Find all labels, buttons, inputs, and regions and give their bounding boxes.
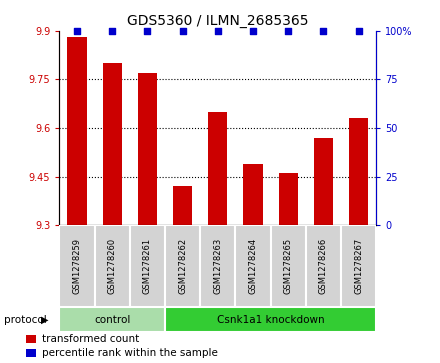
Point	[109, 28, 116, 34]
Bar	[26, 349, 36, 357]
Bar	[271, 225, 306, 307]
Bar	[200, 225, 235, 307]
Bar	[130, 225, 165, 307]
Text: GSM1278264: GSM1278264	[249, 238, 257, 294]
Bar	[235, 225, 271, 307]
Text: ▶: ▶	[40, 315, 48, 325]
Text: GSM1278259: GSM1278259	[73, 238, 81, 294]
Text: Csnk1a1 knockdown: Csnk1a1 knockdown	[217, 315, 324, 325]
Bar	[59, 225, 95, 307]
Point	[355, 28, 362, 34]
Text: protocol: protocol	[4, 315, 47, 325]
Bar	[138, 73, 157, 225]
Bar	[208, 112, 227, 225]
Text: percentile rank within the sample: percentile rank within the sample	[42, 348, 218, 358]
Text: GSM1278262: GSM1278262	[178, 238, 187, 294]
Text: GSM1278266: GSM1278266	[319, 238, 328, 294]
Text: GSM1278263: GSM1278263	[213, 238, 222, 294]
Bar	[26, 335, 36, 343]
Bar	[306, 225, 341, 307]
Text: GSM1278267: GSM1278267	[354, 238, 363, 294]
Bar	[314, 138, 333, 225]
Text: GSM1278261: GSM1278261	[143, 238, 152, 294]
Bar	[95, 225, 130, 307]
Bar	[279, 173, 298, 225]
Bar	[103, 63, 122, 225]
Point	[249, 28, 257, 34]
Point	[73, 28, 81, 34]
Point	[179, 28, 186, 34]
Bar	[341, 225, 376, 307]
Text: GSM1278260: GSM1278260	[108, 238, 117, 294]
Text: GSM1278265: GSM1278265	[284, 238, 293, 294]
Bar	[243, 164, 263, 225]
Bar	[67, 37, 87, 225]
Bar	[349, 118, 368, 225]
Bar	[59, 307, 165, 332]
Point	[320, 28, 327, 34]
Title: GDS5360 / ILMN_2685365: GDS5360 / ILMN_2685365	[127, 15, 308, 28]
Text: transformed count: transformed count	[42, 334, 139, 344]
Text: control: control	[94, 315, 130, 325]
Bar	[165, 307, 376, 332]
Point	[285, 28, 292, 34]
Bar	[165, 225, 200, 307]
Point	[214, 28, 221, 34]
Bar	[173, 186, 192, 225]
Point	[144, 28, 151, 34]
